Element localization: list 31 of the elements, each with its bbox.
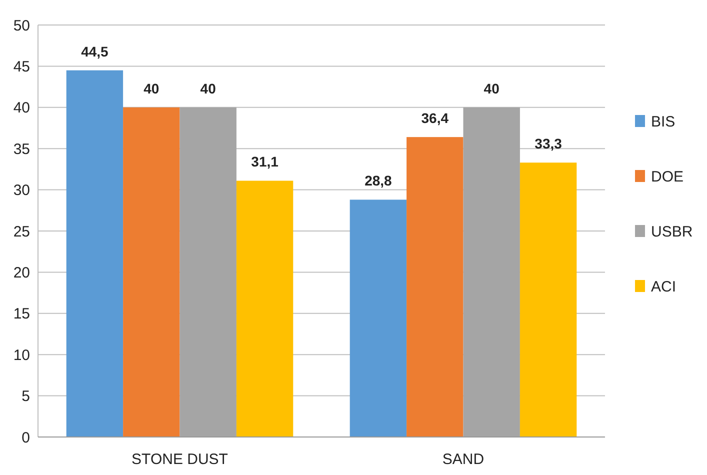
legend-label: BIS (651, 113, 676, 130)
y-tick-label: 25 (13, 223, 30, 240)
bar (520, 162, 577, 437)
bar (406, 137, 464, 437)
data-label: 33,3 (534, 136, 562, 152)
y-tick-label: 40 (13, 100, 30, 117)
data-label: 40 (144, 80, 160, 96)
bar (236, 180, 294, 437)
y-tick-label: 0 (22, 429, 30, 446)
x-tick-label: SAND (442, 451, 484, 468)
data-label: 31,1 (251, 154, 279, 170)
data-label: 40 (200, 80, 216, 96)
y-tick-label: 50 (13, 17, 30, 34)
y-tick-label: 20 (13, 264, 30, 282)
data-label: 28,8 (364, 172, 392, 189)
y-tick-label: 35 (13, 140, 30, 158)
data-label: 40 (484, 80, 500, 96)
y-tick-label: 45 (13, 58, 30, 76)
legend-label: USBR (651, 223, 693, 240)
y-tick-label: 5 (22, 388, 30, 406)
y-tick-label: 30 (13, 182, 30, 200)
y-tick-label: 15 (13, 306, 30, 323)
y-tick-label: 10 (13, 346, 30, 364)
bar (66, 70, 124, 437)
legend-label: DOE (651, 168, 684, 186)
data-label: 36,4 (421, 110, 449, 126)
x-tick-label: STONE DUST (132, 451, 228, 468)
bar (123, 107, 180, 437)
data-label: 44,5 (81, 43, 109, 60)
legend-label: ACI (651, 278, 676, 296)
bar (350, 200, 407, 437)
